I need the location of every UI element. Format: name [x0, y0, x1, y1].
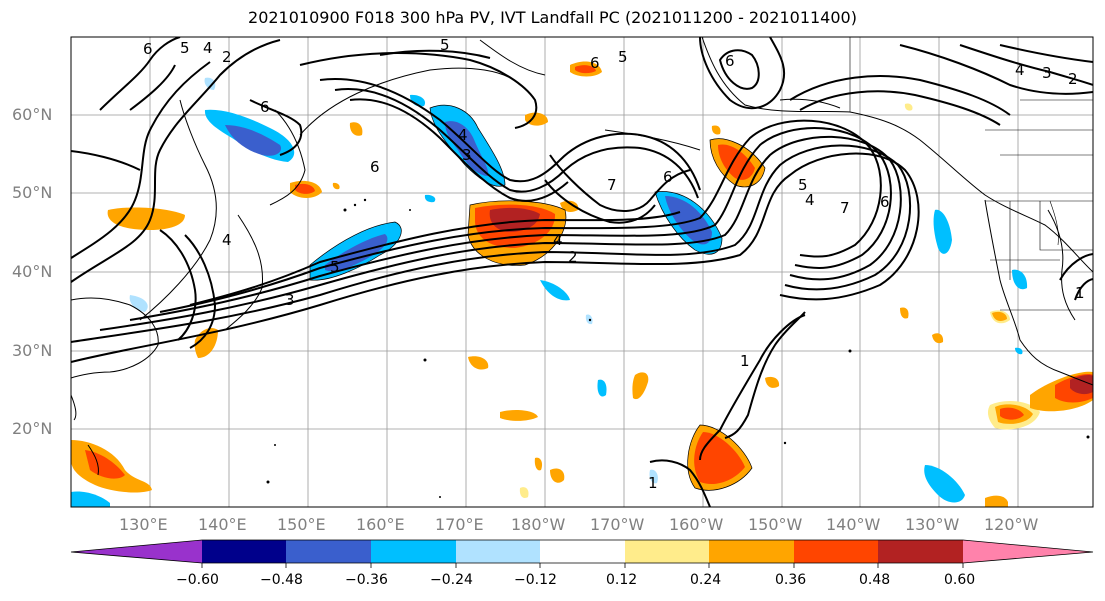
contour-label: 1 — [1075, 284, 1085, 302]
lon-label: 130°W — [905, 515, 960, 534]
colorbar-extend-high — [963, 540, 1093, 563]
colorbar-segment — [371, 540, 456, 563]
contour-label: 5 — [440, 36, 450, 54]
contour-label: 3 — [285, 291, 295, 309]
contour-label: 6 — [260, 98, 270, 116]
colorbar-segment — [286, 540, 371, 563]
contour-label: 2 — [1068, 70, 1078, 88]
lat-label: 50°N — [12, 183, 53, 202]
islands — [266, 198, 1090, 498]
contour-label: 3 — [462, 146, 472, 164]
contour-label: 7 — [607, 176, 617, 194]
lat-label: 60°N — [12, 105, 53, 124]
colorbar-tick: −0.12 — [514, 572, 557, 588]
colorbar-tick: 0.60 — [944, 572, 976, 588]
contour-label: 5 — [180, 39, 190, 57]
colorbar-segment — [878, 540, 963, 563]
colorbar-tick: −0.24 — [430, 572, 473, 588]
contour-label: 6 — [880, 193, 890, 211]
contour-label: 4 — [458, 126, 468, 144]
colorbar-tick: 0.36 — [775, 572, 807, 588]
lon-label: 170°W — [590, 515, 645, 534]
contour-label: 2 — [568, 248, 578, 266]
lon-label: 150°E — [277, 515, 326, 534]
lon-label: 130°E — [119, 515, 168, 534]
lat-label: 30°N — [12, 341, 53, 360]
lat-label: 20°N — [12, 419, 53, 438]
contour-label: 6 — [725, 52, 735, 70]
contour-label: 2 — [222, 48, 232, 66]
colorbar-tick: −0.36 — [345, 572, 388, 588]
lon-label: 140°W — [826, 515, 881, 534]
contour-label: 1 — [648, 474, 658, 492]
colorbar-extend-low — [71, 540, 202, 563]
contour-label: 5 — [798, 176, 808, 194]
colorbar-tick: −0.60 — [176, 572, 219, 588]
shading-cool — [71, 77, 1028, 507]
lon-label: 160°E — [356, 515, 405, 534]
lon-label: 150°W — [748, 515, 803, 534]
pv-contours — [71, 37, 1093, 507]
contour-label: 5 — [330, 258, 340, 276]
colorbar-segment — [794, 540, 878, 563]
contour-label: 7 — [840, 199, 850, 217]
contour-label: 4 — [805, 191, 815, 209]
colorbar-segment — [709, 540, 794, 563]
contour-label: 4 — [1015, 61, 1025, 79]
shading-outlines — [309, 104, 766, 491]
contour-label: 6 — [663, 168, 673, 186]
colorbar-segment — [540, 540, 625, 563]
colorbar-segment — [456, 540, 540, 563]
contour-label: 3 — [1042, 64, 1052, 82]
contour-label: 4 — [553, 231, 563, 249]
contour-label: 4 — [222, 231, 232, 249]
lon-label: 180°W — [511, 515, 566, 534]
map-title: 2021010900 F018 300 hPa PV, IVT Landfall… — [248, 8, 857, 27]
colorbar-tick: 0.12 — [606, 572, 638, 588]
colorbar-tick: −0.48 — [260, 572, 303, 588]
borders — [849, 37, 1093, 311]
lon-label: 120°W — [984, 515, 1039, 534]
colorbar-segment — [202, 540, 286, 563]
contour-label: 6 — [370, 158, 380, 176]
lat-label: 40°N — [12, 262, 53, 281]
lon-label: 140°E — [198, 515, 247, 534]
colorbar-segment — [625, 540, 709, 563]
contour-label: 6 — [143, 40, 153, 58]
colorbar-tick: 0.48 — [859, 572, 891, 588]
map-frame — [70, 36, 1094, 508]
contour-label: 4 — [203, 39, 213, 57]
contour-label: 6 — [590, 54, 600, 72]
contour-label: 1 — [740, 352, 750, 370]
lon-label: 160°W — [669, 515, 724, 534]
colorbar — [70, 539, 1094, 568]
lon-label: 170°E — [435, 515, 484, 534]
coastlines — [71, 37, 1093, 476]
contour-label: 5 — [618, 48, 628, 66]
colorbar-tick: 0.24 — [690, 572, 722, 588]
